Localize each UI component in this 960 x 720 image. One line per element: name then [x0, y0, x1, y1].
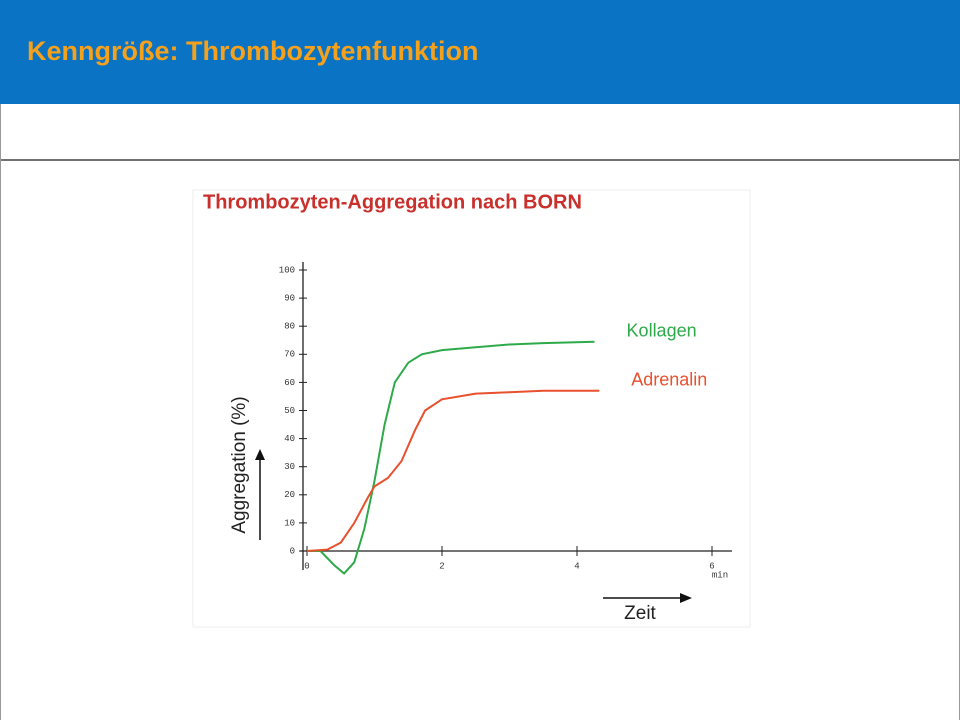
y-tick-label: 90 — [284, 293, 295, 303]
header-bar: Kenngröße: Thrombozytenfunktion — [0, 0, 960, 104]
x-tick-label: 2 — [439, 561, 444, 571]
y-tick-label: 60 — [284, 378, 295, 388]
y-tick-label: 40 — [284, 434, 295, 444]
x-tick-label: 6 — [709, 561, 714, 571]
series-label: Kollagen — [627, 320, 697, 340]
x-tick-label: 4 — [574, 561, 579, 571]
y-tick-label: 10 — [284, 518, 295, 528]
axis-arrow — [255, 449, 265, 460]
y-tick-label: 100 — [279, 265, 295, 275]
chart-title: Thrombozyten-Aggregation nach BORN — [203, 191, 582, 213]
x-tick-label: 0 — [304, 561, 309, 571]
x-axis-label: Zeit — [624, 603, 656, 624]
y-tick-label: 0 — [290, 546, 295, 556]
y-tick-label: 50 — [284, 406, 295, 416]
y-tick-label: 20 — [284, 490, 295, 500]
series-line — [307, 340, 595, 575]
series-label: Adrenalin — [631, 370, 707, 390]
series-line — [306, 389, 600, 552]
x-unit: min — [712, 570, 728, 580]
y-tick-label: 80 — [284, 322, 295, 332]
y-tick-label: 30 — [284, 462, 295, 472]
slide-title: Kenngröße: Thrombozytenfunktion — [27, 36, 479, 66]
y-axis-label: Aggregation (%) — [229, 396, 250, 533]
y-tick-label: 70 — [284, 350, 295, 360]
axis-arrow — [680, 593, 692, 603]
chart-frame — [192, 189, 751, 628]
